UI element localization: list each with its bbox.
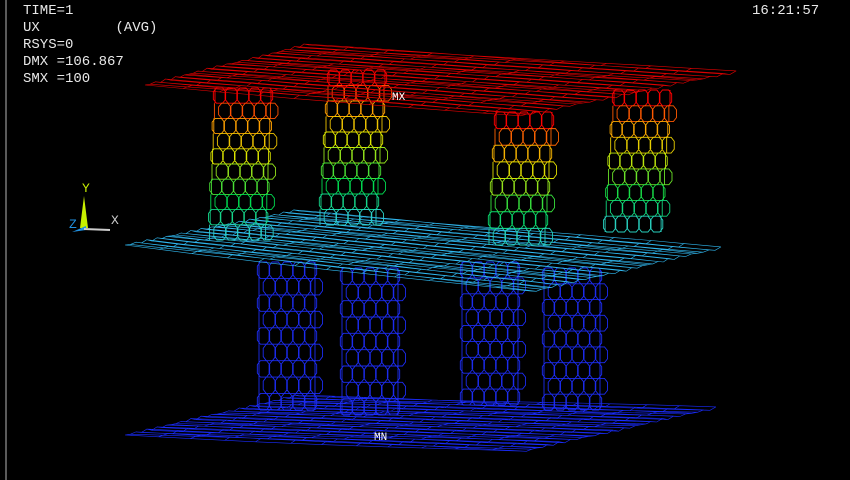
lower-column	[256, 327, 318, 345]
smx-label: SMX =100	[23, 71, 91, 87]
upper-column	[602, 215, 664, 233]
bottom-plate	[124, 394, 717, 452]
upper-column	[209, 224, 274, 241]
y-axis-label: Y	[82, 181, 90, 196]
upper-column	[212, 87, 274, 104]
lower-column	[459, 325, 521, 342]
upper-column	[490, 194, 556, 213]
lower-column	[339, 398, 401, 416]
upper-column	[492, 161, 558, 179]
upper-column	[488, 227, 554, 246]
time-label: TIME=1	[23, 3, 74, 19]
result-label: UX	[23, 20, 40, 36]
lower-column	[459, 356, 521, 374]
clock: 16:21:57	[752, 3, 820, 19]
x-axis-label: X	[111, 213, 119, 228]
lower-column	[339, 332, 401, 351]
max-marker: MX	[392, 92, 406, 104]
upper-column	[605, 199, 671, 217]
upper-column	[612, 105, 677, 123]
upper-column	[494, 128, 560, 146]
lower-column	[256, 261, 318, 279]
upper-column	[321, 178, 387, 195]
dmx-label: DMX =106.867	[23, 54, 124, 70]
upper-column	[322, 131, 384, 148]
middle-plate	[124, 209, 722, 292]
lower-column	[256, 294, 318, 312]
y-axis-arrow	[80, 196, 88, 228]
upper-column	[211, 117, 272, 135]
upper-column	[318, 193, 380, 210]
lower-column	[461, 309, 527, 327]
lower-column	[339, 365, 401, 383]
mesh-group	[124, 43, 737, 452]
triad: Y X Z	[69, 181, 119, 232]
avg-label: (AVG)	[115, 20, 158, 36]
lower-column	[341, 316, 407, 334]
lower-column	[541, 362, 603, 379]
upper-column	[324, 100, 386, 117]
upper-column	[611, 89, 673, 107]
lower-column	[258, 343, 324, 362]
upper-column	[607, 152, 668, 170]
lower-column	[258, 277, 324, 296]
lower-column	[258, 376, 324, 395]
lower-column	[341, 283, 407, 302]
upper-column	[209, 178, 270, 195]
lower-column	[541, 393, 603, 411]
upper-column	[212, 133, 278, 150]
lower-column	[543, 314, 609, 332]
lower-column	[256, 393, 318, 411]
lower-column	[543, 283, 609, 301]
upper-column	[493, 111, 555, 130]
upper-column	[211, 163, 277, 180]
z-axis-label: Z	[69, 217, 77, 232]
lower-column	[543, 346, 609, 364]
lower-column	[541, 330, 603, 348]
upper-column	[610, 136, 675, 154]
upper-column	[320, 162, 382, 179]
lower-column	[543, 377, 609, 395]
lower-column	[459, 293, 521, 311]
lower-column	[256, 360, 318, 378]
upper-column	[487, 211, 549, 229]
min-marker: MN	[374, 432, 387, 444]
upper-column	[210, 193, 275, 211]
lower-column	[341, 349, 407, 367]
upper-column	[323, 147, 389, 164]
rsys-label: RSYS=0	[23, 37, 74, 53]
top-plate	[144, 43, 737, 117]
upper-column	[208, 209, 269, 226]
upper-column	[319, 209, 385, 226]
z-axis-arrow	[72, 226, 86, 232]
upper-column	[605, 184, 666, 201]
lower-column	[461, 372, 527, 390]
upper-column	[213, 102, 279, 119]
upper-column	[210, 148, 271, 165]
upper-column	[607, 168, 673, 186]
lower-column	[341, 381, 407, 400]
window-border	[5, 0, 7, 480]
upper-column	[325, 116, 391, 133]
lower-column	[459, 388, 521, 406]
lower-column	[461, 340, 527, 358]
upper-column	[609, 121, 670, 138]
lower-column	[339, 267, 401, 285]
lower-column	[541, 299, 603, 316]
x-axis-arrow	[83, 228, 111, 231]
lower-column	[258, 310, 324, 329]
lower-column	[339, 300, 401, 318]
upper-column	[491, 144, 553, 163]
upper-column	[489, 178, 551, 196]
plot-legend-text: TIME=1 UX (AVG) RSYS=0 DMX =106.867 SMX …	[23, 3, 157, 88]
